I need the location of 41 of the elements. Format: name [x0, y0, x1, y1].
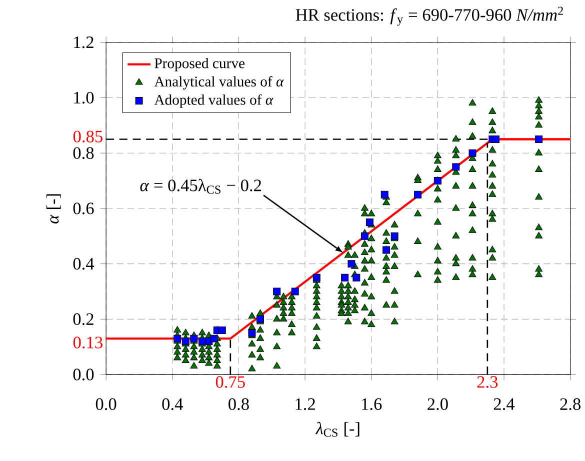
point [352, 274, 360, 282]
point [291, 288, 299, 296]
point [390, 232, 398, 240]
point [312, 274, 320, 282]
legend-label: Analytical values of α [154, 76, 284, 90]
x-tick-label: 0.0 [96, 398, 116, 410]
legend-label: Adopted values of α [154, 94, 274, 108]
x-tick-label: 1.2 [296, 398, 315, 410]
point [414, 190, 422, 198]
y-tick-label: 0.0 [73, 368, 94, 380]
x-axis-title: λ$_{CS}$ [-] [315, 422, 360, 437]
point [492, 135, 500, 143]
x-tick-label: 0.8 [228, 398, 249, 410]
annotation: 0.13 [73, 336, 102, 348]
y-tick-label: 1.0 [74, 92, 94, 104]
y-tick-label: 0.2 [73, 313, 94, 325]
y-tick-label: 1.2 [74, 36, 94, 48]
ref-line-label: 2.3 [477, 376, 498, 388]
chart-title: HR sections: f$_{y}$ = 690-770-960 N/mm$^{2}$ [296, 6, 563, 26]
point [535, 135, 543, 143]
x-tick-label: 2.4 [494, 398, 515, 410]
point [210, 334, 218, 342]
point [256, 315, 264, 323]
ref-line-label: 0.75 [216, 376, 245, 388]
point [341, 274, 349, 282]
y-tick-label: 0.4 [73, 258, 94, 270]
x-tick-label: 0.4 [162, 398, 183, 410]
x-tick-label: 2.0 [428, 398, 448, 410]
x-tick-label: 2.8 [560, 398, 581, 410]
point [360, 232, 368, 240]
point [218, 326, 226, 334]
point [348, 260, 356, 268]
point [366, 218, 374, 226]
annotation: α = 0.45λ$_{CS}$ − 0.2 [140, 178, 262, 194]
point [182, 337, 190, 345]
y-axis-title: α [-] [46, 194, 61, 224]
ref-line-label: 0.85 [73, 130, 102, 142]
y-tick-label: 0.6 [73, 202, 94, 214]
x-tick-label: 1.6 [362, 398, 382, 410]
y-tick-label: 0.8 [73, 147, 94, 159]
legend-label: Proposed curve [154, 58, 245, 72]
